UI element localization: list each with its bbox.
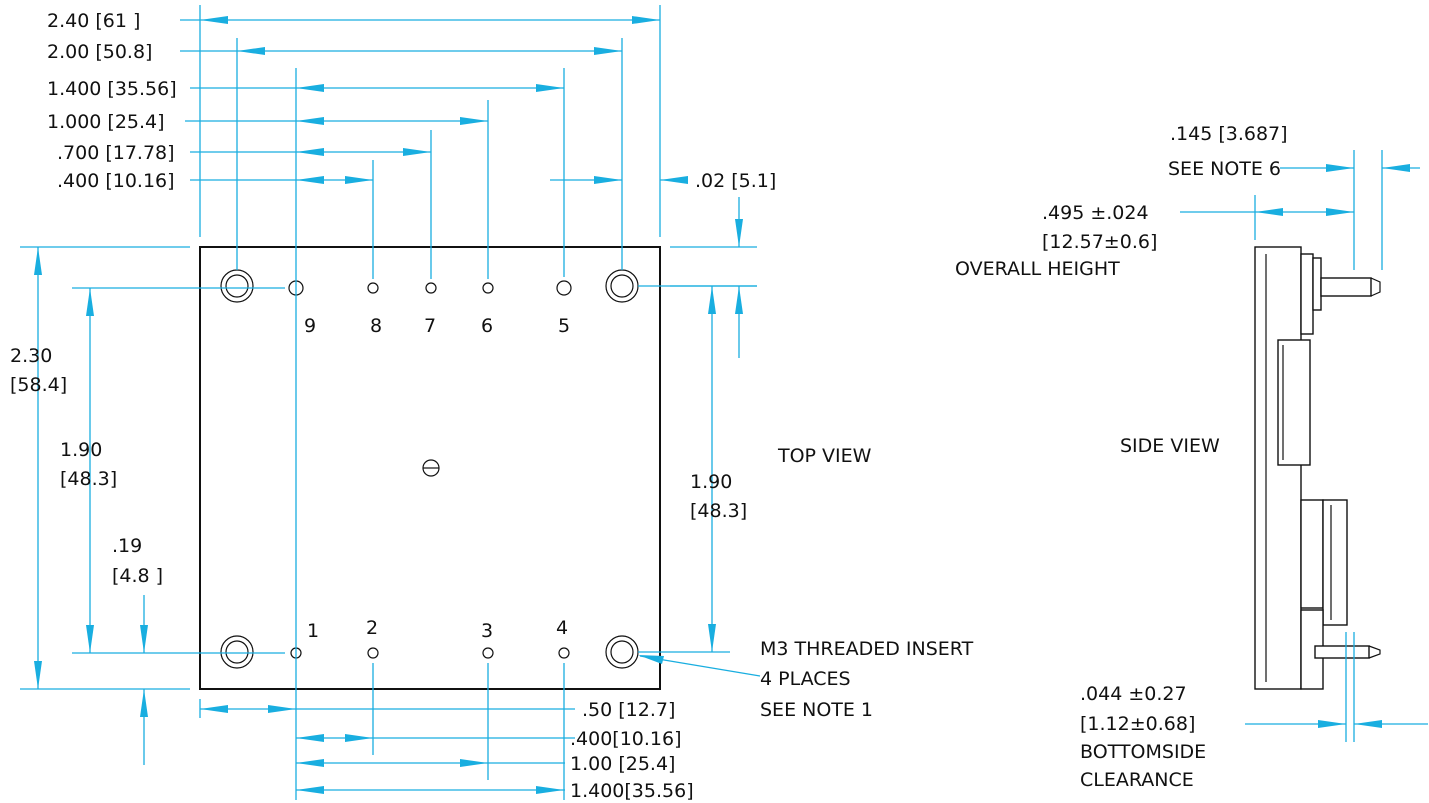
pin-label-6: 6 <box>481 315 493 337</box>
center-marker <box>422 459 440 477</box>
dim-.495: .495 ±.024 <box>1042 202 1149 224</box>
pin-label-1: 1 <box>307 620 319 642</box>
pin-label-7: 7 <box>424 315 436 337</box>
pin-3 <box>482 647 494 659</box>
module-outline <box>199 246 661 690</box>
dim-.19: .19 <box>112 535 142 557</box>
dim-1.90-left: 1.90 <box>60 439 102 461</box>
mounting-insert-bottom-left <box>220 635 254 669</box>
bottomside-label: BOTTOMSIDE <box>1080 741 1206 763</box>
side-dimension-lines <box>1180 150 1428 742</box>
dim-.02: .02 [5.1] <box>695 170 776 192</box>
dim-1.90-right: 1.90 <box>690 471 732 493</box>
mounting-insert-bottom-right <box>605 635 639 669</box>
overall-height-label: OVERALL HEIGHT <box>955 258 1120 280</box>
dim-.495-metric: [12.57±0.6] <box>1042 231 1157 253</box>
pin-label-4: 4 <box>556 617 568 639</box>
pin-label-9: 9 <box>304 315 316 337</box>
dim-.044-metric: [1.12±0.68] <box>1080 713 1195 735</box>
pin-2 <box>367 647 379 659</box>
pin-6 <box>482 282 494 294</box>
pin-label-5: 5 <box>558 315 570 337</box>
dim-2.30-metric: [58.4] <box>10 374 67 396</box>
dimension-lines-left <box>20 246 285 765</box>
dimension-lines-right <box>638 285 757 653</box>
dim-1.400-top: 1.400 [35.56] <box>47 78 177 100</box>
dim-.400-bottom: .400[10.16] <box>570 728 682 750</box>
see-note-6: SEE NOTE 6 <box>1168 158 1281 180</box>
mounting-insert-top-right <box>605 269 639 303</box>
dim-.50-bottom: .50 [12.7] <box>582 699 675 721</box>
mounting-insert-top-left <box>220 269 254 303</box>
pin-7 <box>425 282 437 294</box>
dim-.19-metric: [4.8 ] <box>112 565 163 587</box>
dim-1.00-bottom: 1.00 [25.4] <box>570 753 675 775</box>
side-view-label: SIDE VIEW <box>1120 435 1220 457</box>
insert-leader <box>638 655 761 677</box>
dim-2.00: 2.00 [50.8] <box>47 41 152 63</box>
dim-.400-top: .400 [10.16] <box>57 170 175 192</box>
dimension-lines-top <box>180 5 757 800</box>
dim-2.30: 2.30 <box>10 345 52 367</box>
dim-1.400-bottom: 1.400[35.56] <box>570 780 694 802</box>
dimension-lines-bottom <box>199 663 575 800</box>
dim-.044: .044 ±0.27 <box>1080 683 1187 705</box>
dim-2.40: 2.40 [61 ] <box>47 10 140 32</box>
pin-8 <box>367 282 379 294</box>
dim-1.000-top: 1.000 [25.4] <box>47 111 165 133</box>
top-view-label: TOP VIEW <box>777 445 872 467</box>
dim-1.90-right-metric: [48.3] <box>690 500 747 522</box>
pin-label-3: 3 <box>481 620 493 642</box>
dim-1.90-left-metric: [48.3] <box>60 468 117 490</box>
insert-note-line3: SEE NOTE 1 <box>760 699 873 721</box>
dim-.700: .700 [17.78] <box>57 142 175 164</box>
insert-note-line2: 4 PLACES <box>760 668 851 690</box>
pin-label-2: 2 <box>366 617 378 639</box>
pin-4 <box>558 647 570 659</box>
side-view-part <box>1254 246 1381 690</box>
insert-note-line1: M3 THREADED INSERT <box>760 638 974 660</box>
dim-.145: .145 [3.687] <box>1170 123 1288 145</box>
pin-5 <box>556 280 572 296</box>
pin-label-8: 8 <box>370 315 382 337</box>
clearance-label: CLEARANCE <box>1080 769 1194 791</box>
